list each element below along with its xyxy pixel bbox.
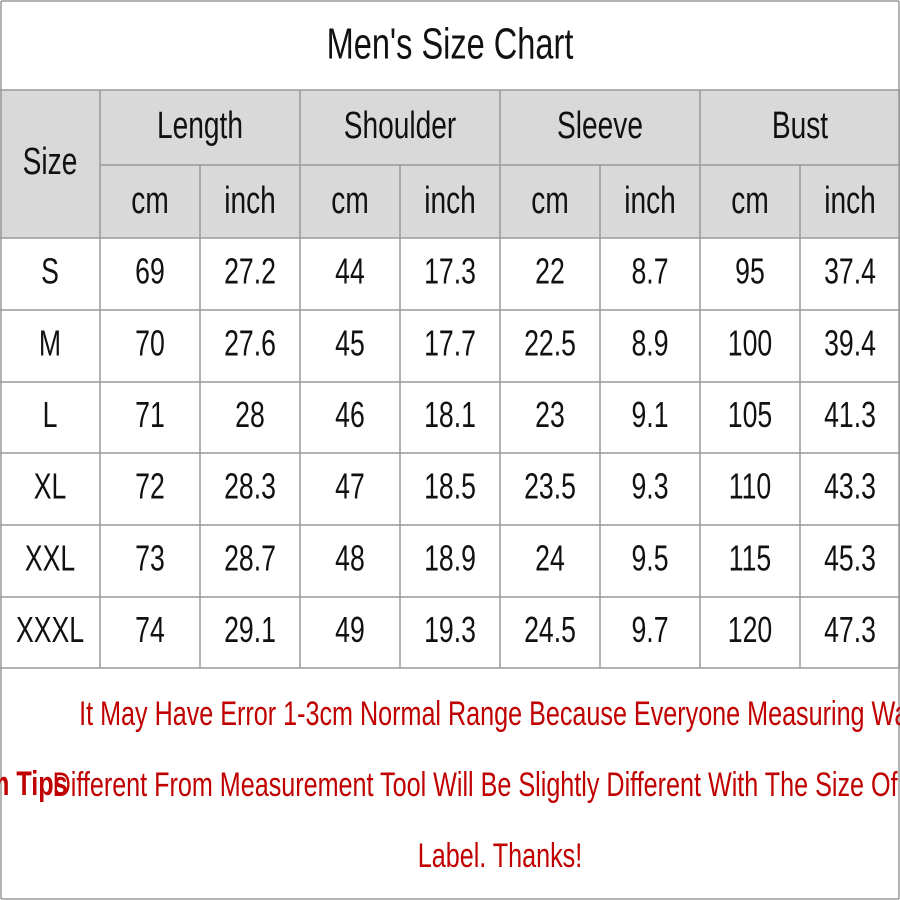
unit-header: cm: [131, 180, 168, 222]
cell-value: 9.3: [631, 466, 668, 507]
size-label: S: [41, 251, 59, 292]
cell-value: 28.3: [224, 466, 276, 507]
size-label: XL: [34, 466, 67, 507]
cell-value: 18.5: [424, 466, 476, 507]
group-header: Bust: [772, 105, 829, 147]
cell-value: 45: [335, 323, 365, 364]
cell-value: 17.7: [424, 323, 476, 364]
size-label: XXXL: [16, 609, 84, 650]
cell-value: 43.3: [824, 466, 876, 507]
cell-value: 39.4: [824, 323, 876, 364]
cell-value: 8.9: [631, 323, 668, 364]
cell-value: 29.1: [224, 609, 276, 650]
cell-value: 9.5: [631, 538, 668, 579]
size-header: Size: [23, 141, 78, 183]
cell-value: 24: [535, 538, 565, 579]
unit-header: cm: [331, 180, 368, 222]
cell-value: 24.5: [524, 609, 576, 650]
cell-value: 8.7: [631, 251, 668, 292]
cell-value: 45.3: [824, 538, 876, 579]
cell-value: 74: [135, 609, 165, 650]
cell-value: 23: [535, 394, 565, 435]
cell-value: 120: [728, 609, 772, 650]
tips-label: Warm Tips: [0, 765, 68, 803]
group-header: Shoulder: [344, 105, 457, 147]
title: Men's Size Chart: [327, 20, 574, 69]
cell-value: 73: [135, 538, 165, 579]
group-header: Length: [157, 105, 243, 147]
size-label: L: [43, 394, 58, 435]
tips-text: Different From Measurement Tool Will Be …: [53, 766, 900, 804]
cell-value: 22.5: [524, 323, 576, 364]
size-label: M: [39, 323, 61, 364]
cell-value: 9.1: [631, 394, 668, 435]
cell-value: 95: [735, 251, 765, 292]
cell-value: 17.3: [424, 251, 476, 292]
cell-value: 9.7: [631, 609, 668, 650]
cell-value: 19.3: [424, 609, 476, 650]
cell-value: 105: [728, 394, 772, 435]
cell-value: 18.9: [424, 538, 476, 579]
cell-value: 49: [335, 609, 365, 650]
cell-value: 46: [335, 394, 365, 435]
unit-header: inch: [224, 180, 276, 222]
group-header: Sleeve: [557, 105, 643, 147]
cell-value: 70: [135, 323, 165, 364]
cell-value: 27.6: [224, 323, 276, 364]
size-label: XXL: [25, 538, 75, 579]
cells: Men's Size Chart Size Length Shoulder Sleeve…: [16, 20, 900, 875]
unit-header: cm: [731, 180, 768, 222]
cell-value: 37.4: [824, 251, 876, 292]
cell-value: 44: [335, 251, 365, 292]
cell-value: 115: [729, 538, 771, 579]
header-background: [0, 90, 900, 238]
tips-text: Label. Thanks!: [418, 837, 582, 875]
cell-value: 69: [135, 251, 165, 292]
cell-value: 47: [335, 466, 365, 507]
unit-header: inch: [424, 180, 476, 222]
unit-header: inch: [624, 180, 676, 222]
unit-header: inch: [824, 180, 876, 222]
tips-text: It May Have Error 1-3cm Normal Range Bec…: [79, 695, 900, 733]
cell-value: 48: [335, 538, 365, 579]
cell-value: 27.2: [224, 251, 276, 292]
cell-value: 72: [135, 466, 165, 507]
tips-label-clip: Warm Tips: [0, 765, 68, 803]
cell-value: 28: [235, 394, 265, 435]
cell-value: 18.1: [424, 394, 476, 435]
cell-value: 110: [729, 466, 771, 507]
cell-value: 28.7: [224, 538, 276, 579]
cell-value: 71: [135, 394, 165, 435]
unit-header: cm: [531, 180, 568, 222]
cell-value: 23.5: [524, 466, 576, 507]
cell-value: 22: [535, 251, 565, 292]
cell-value: 100: [728, 323, 772, 364]
cell-value: 41.3: [824, 394, 876, 435]
cell-value: 47.3: [824, 609, 876, 650]
